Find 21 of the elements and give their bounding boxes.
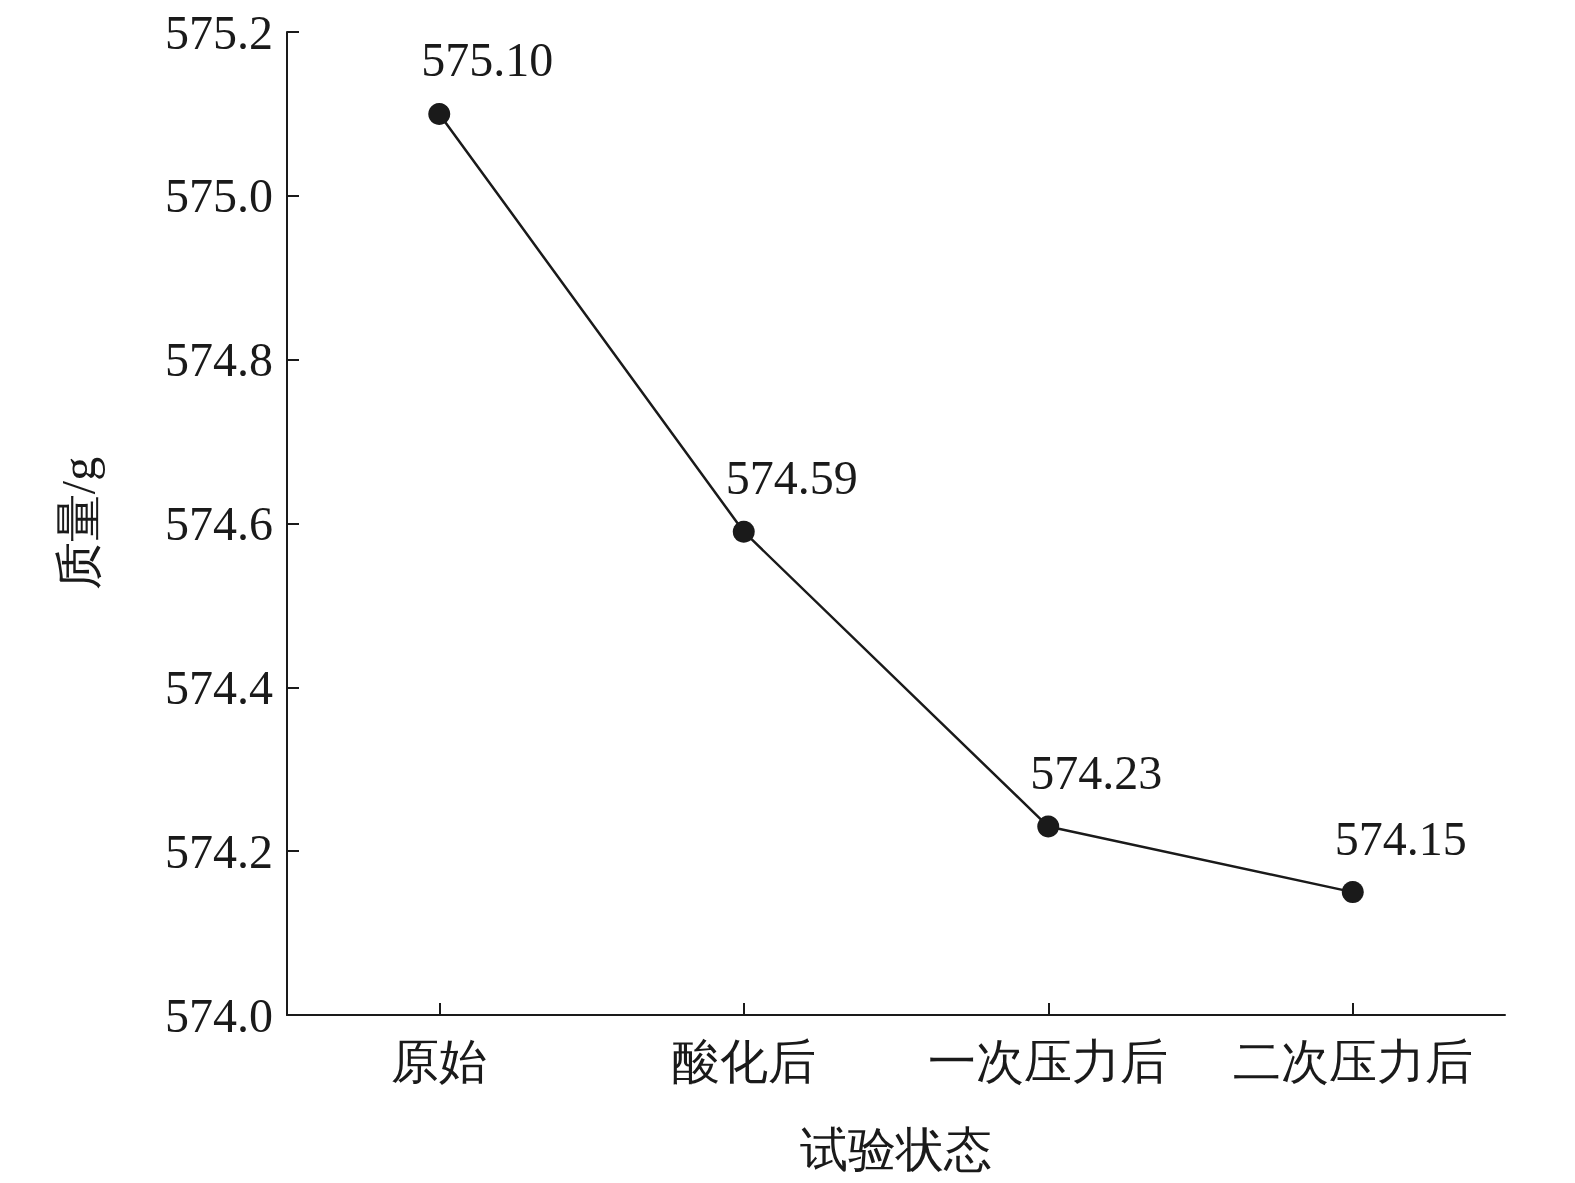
point bbox=[732, 520, 755, 543]
y-tick-label: 574.8 bbox=[165, 333, 273, 387]
point bbox=[1037, 815, 1060, 838]
x-tick-label: 酸化后 bbox=[671, 1034, 816, 1088]
y-axis-title: 质量/g bbox=[51, 456, 105, 591]
y-tick-label: 575.0 bbox=[165, 169, 273, 223]
data-label: 574.15 bbox=[1334, 811, 1467, 865]
data-label: 575.10 bbox=[421, 33, 554, 87]
x-tick-label: 一次压力后 bbox=[928, 1034, 1169, 1088]
data-label: 574.23 bbox=[1030, 746, 1163, 800]
y-tick-label: 575.2 bbox=[165, 5, 273, 59]
x-axis-title: 试验状态 bbox=[800, 1122, 992, 1176]
y-tick-label: 574.2 bbox=[165, 824, 273, 878]
x-tick-label: 二次压力后 bbox=[1232, 1034, 1473, 1088]
y-tick-label: 574.6 bbox=[165, 497, 273, 550]
point bbox=[1341, 881, 1364, 904]
y-tick-label: 574.0 bbox=[165, 988, 273, 1042]
point bbox=[428, 102, 451, 125]
x-tick-label: 原始 bbox=[391, 1034, 488, 1088]
data-label: 574.59 bbox=[725, 451, 858, 505]
y-tick-label: 574.4 bbox=[165, 660, 273, 714]
